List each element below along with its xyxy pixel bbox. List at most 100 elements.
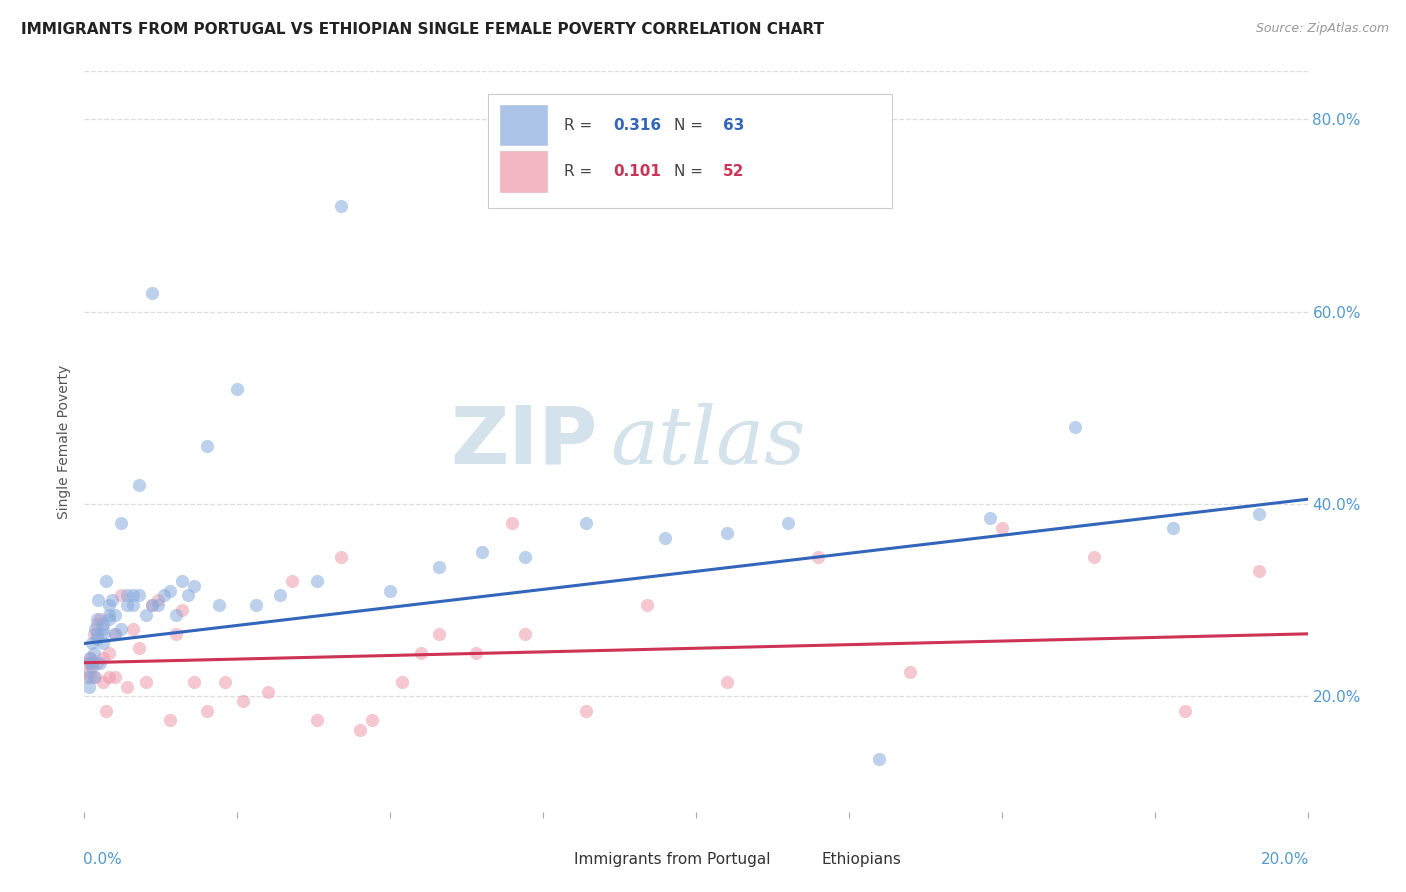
Point: [110, 622, 132, 636]
Point: [165, 627, 187, 641]
Point: [91, 651, 114, 665]
Point: [97, 607, 120, 622]
Point: [83, 646, 105, 660]
Point: [97, 646, 120, 660]
Point: [104, 670, 127, 684]
Point: [502, 516, 524, 531]
Text: R =: R =: [564, 118, 598, 133]
Point: [91, 622, 114, 636]
Point: [360, 714, 382, 728]
Point: [654, 531, 676, 545]
Point: [128, 588, 150, 602]
Point: [94, 704, 117, 718]
Point: [1247, 565, 1270, 579]
FancyBboxPatch shape: [524, 845, 564, 875]
Point: [1064, 420, 1087, 434]
Point: [464, 646, 486, 660]
Point: [183, 579, 205, 593]
Point: [135, 674, 157, 689]
Text: Immigrants from Portugal: Immigrants from Portugal: [574, 853, 770, 867]
Point: [165, 607, 187, 622]
FancyBboxPatch shape: [776, 845, 814, 875]
Point: [214, 674, 236, 689]
Point: [86, 632, 108, 646]
Point: [76, 656, 98, 670]
Point: [104, 627, 127, 641]
Point: [183, 674, 205, 689]
Point: [135, 607, 157, 622]
Point: [305, 714, 328, 728]
Point: [159, 714, 181, 728]
Point: [153, 588, 176, 602]
Text: 0.101: 0.101: [613, 164, 661, 179]
Point: [115, 680, 138, 694]
Point: [427, 627, 450, 641]
Point: [409, 646, 432, 660]
Point: [807, 549, 830, 564]
Point: [128, 478, 150, 492]
Point: [91, 627, 114, 641]
Point: [1161, 521, 1184, 535]
Point: [83, 670, 105, 684]
Point: [77, 680, 100, 694]
Text: ZIP: ZIP: [451, 402, 598, 481]
Point: [77, 665, 100, 680]
Point: [141, 285, 163, 300]
Text: N =: N =: [673, 164, 707, 179]
Point: [104, 627, 127, 641]
Point: [80, 656, 103, 670]
Point: [104, 607, 127, 622]
Point: [330, 199, 353, 213]
Point: [110, 588, 132, 602]
Text: R =: R =: [564, 164, 598, 179]
Point: [513, 549, 536, 564]
Point: [146, 593, 169, 607]
Text: 0.316: 0.316: [613, 118, 661, 133]
Point: [86, 656, 108, 670]
FancyBboxPatch shape: [501, 152, 547, 192]
Point: [89, 612, 111, 626]
Point: [195, 439, 218, 453]
Point: [86, 617, 108, 632]
Point: [305, 574, 328, 588]
Text: N =: N =: [673, 118, 707, 133]
Point: [141, 598, 163, 612]
Point: [380, 583, 402, 598]
Point: [172, 574, 194, 588]
Text: Source: ZipAtlas.com: Source: ZipAtlas.com: [1256, 22, 1389, 36]
Point: [471, 545, 494, 559]
Point: [91, 636, 114, 650]
Point: [86, 612, 108, 626]
Point: [636, 598, 658, 612]
Point: [172, 603, 194, 617]
Point: [79, 670, 101, 684]
Point: [97, 612, 120, 626]
Point: [330, 549, 353, 564]
Point: [91, 617, 114, 632]
Point: [79, 651, 101, 665]
Point: [122, 588, 145, 602]
Point: [91, 674, 114, 689]
Text: atlas: atlas: [610, 403, 806, 480]
Text: Ethiopians: Ethiopians: [823, 853, 901, 867]
Point: [869, 752, 891, 766]
Point: [575, 704, 598, 718]
Point: [79, 656, 101, 670]
Point: [128, 641, 150, 656]
Point: [269, 588, 291, 602]
Point: [89, 656, 111, 670]
Point: [115, 588, 138, 602]
Point: [513, 627, 536, 641]
Y-axis label: Single Female Poverty: Single Female Poverty: [58, 365, 72, 518]
Point: [82, 636, 104, 650]
Point: [80, 660, 103, 674]
Point: [232, 694, 254, 708]
Point: [79, 651, 101, 665]
Point: [979, 511, 1001, 525]
Point: [226, 382, 249, 396]
Text: 63: 63: [723, 118, 744, 133]
Text: 52: 52: [723, 164, 744, 179]
Point: [83, 670, 105, 684]
Point: [141, 598, 163, 612]
Point: [83, 627, 105, 641]
